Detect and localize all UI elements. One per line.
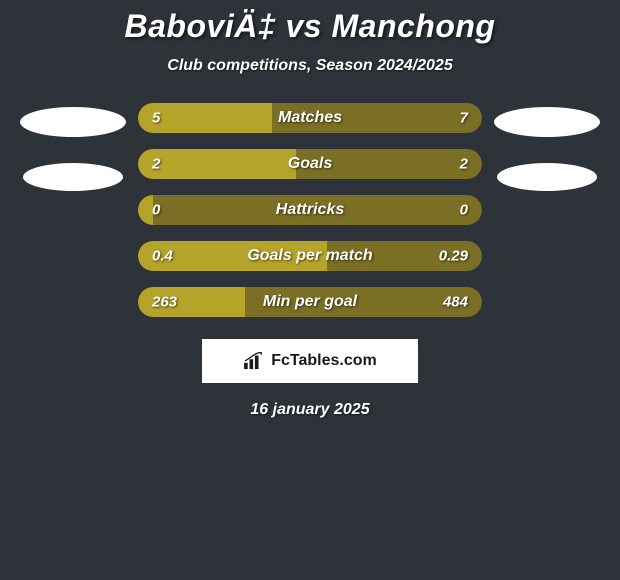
team-badge-left: [23, 163, 123, 191]
brand-text: FcTables.com: [271, 352, 377, 370]
stat-value-right: 484: [443, 294, 468, 311]
stat-label: Hattricks: [276, 201, 344, 219]
stat-label: Goals: [288, 155, 332, 173]
stat-row: 5 Matches 7: [138, 103, 482, 133]
badge-column-left: [20, 103, 126, 191]
brand-chart-icon: [243, 352, 265, 370]
stat-label: Min per goal: [263, 293, 357, 311]
stat-label: Goals per match: [247, 247, 372, 265]
bars-column: 5 Matches 7 2 Goals 2 0 Hattricks 0 0.4 Goals per …: [138, 103, 482, 317]
subtitle: Club competitions, Season 2024/2025: [0, 57, 620, 75]
team-badge-left: [20, 107, 126, 137]
stat-label: Matches: [278, 109, 342, 127]
stat-row: 2 Goals 2: [138, 149, 482, 179]
stat-value-right: 0.29: [439, 248, 468, 265]
stat-value-left: 263: [152, 294, 177, 311]
brand-box[interactable]: FcTables.com: [202, 339, 418, 383]
stat-value-right: 2: [460, 156, 468, 173]
stat-value-right: 0: [460, 202, 468, 219]
comparison-widget: BaboviÄ‡ vs Manchong Club competitions, …: [0, 0, 620, 419]
stat-value-left: 0.4: [152, 248, 173, 265]
badge-column-right: [494, 103, 600, 191]
stat-row: 0.4 Goals per match 0.29: [138, 241, 482, 271]
team-badge-right: [497, 163, 597, 191]
stat-bar-left: [138, 149, 296, 179]
stat-value-left: 5: [152, 110, 160, 127]
page-title: BaboviÄ‡ vs Manchong: [0, 8, 620, 45]
stats-area: 5 Matches 7 2 Goals 2 0 Hattricks 0 0.4 Goals per …: [0, 103, 620, 317]
date-label: 16 january 2025: [0, 401, 620, 419]
stat-row: 263 Min per goal 484: [138, 287, 482, 317]
stat-value-left: 0: [152, 202, 160, 219]
stat-value-left: 2: [152, 156, 160, 173]
stat-value-right: 7: [460, 110, 468, 127]
team-badge-right: [494, 107, 600, 137]
stat-row: 0 Hattricks 0: [138, 195, 482, 225]
